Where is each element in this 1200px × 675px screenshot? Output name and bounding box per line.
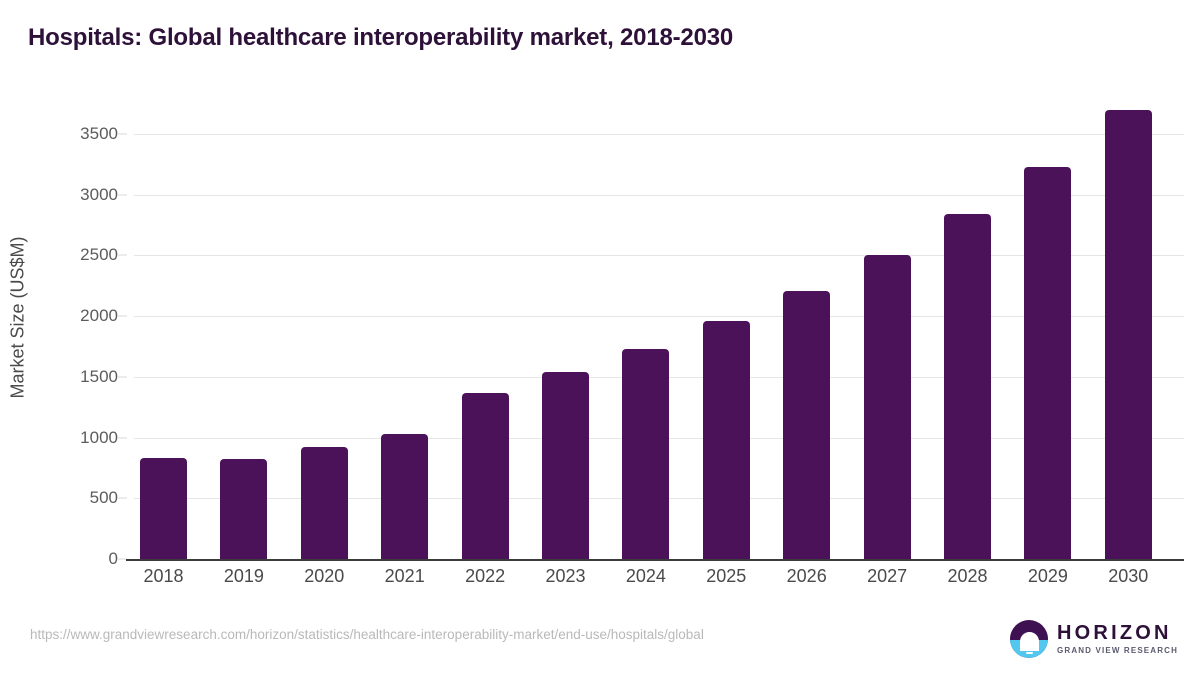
bar-2025[interactable]: [702, 321, 750, 559]
y-tick-label: 2500: [80, 245, 118, 265]
y-tick-label: 2000: [80, 306, 118, 326]
y-tick-mark: [118, 315, 127, 317]
bar-series: [134, 100, 1184, 559]
x-tick-label-2021: 2021: [384, 566, 425, 586]
gridline-2500: [134, 255, 1184, 257]
logo-name: HORIZON: [1057, 622, 1172, 644]
gridline-2000: [134, 316, 1184, 318]
x-tick-label-2030: 2030: [1108, 566, 1149, 586]
y-tick-mark: [118, 497, 127, 499]
bar-2018[interactable]: [140, 458, 187, 559]
gridline-3500: [134, 134, 1184, 135]
y-tick-label: 0: [108, 549, 118, 568]
logo-text: HORIZON GRAND VIEW RESEARCH: [1057, 623, 1178, 655]
y-tick-mark: [118, 558, 127, 560]
logo-ray-2: [1023, 648, 1036, 651]
gridline-3000: [134, 194, 1184, 196]
logo-subtitle: GRAND VIEW RESEARCH: [1057, 646, 1178, 655]
y-tick-label: 500: [89, 488, 118, 508]
x-tick-label-2020: 2020: [304, 566, 345, 586]
y-tick-mark: [118, 254, 127, 256]
x-tick-label-2026: 2026: [786, 566, 827, 586]
bar-2027[interactable]: [863, 255, 911, 559]
bar-2021[interactable]: [381, 433, 429, 559]
x-tick-label-2027: 2027: [867, 566, 908, 586]
y-tick-label: 1500: [80, 366, 118, 386]
y-tick-mark: [118, 376, 127, 378]
plot-area: [126, 100, 1184, 561]
chart-title: Hospitals: Global healthcare interoperab…: [28, 24, 734, 51]
bar-2020[interactable]: [300, 447, 348, 559]
y-tick-label: 1000: [80, 427, 118, 447]
y-tick-mark: [118, 133, 127, 135]
x-tick-label-2029: 2029: [1027, 566, 1068, 586]
bar-2030[interactable]: [1104, 109, 1152, 559]
bar-2023[interactable]: [542, 372, 589, 559]
y-tick-mark: [118, 437, 127, 439]
x-tick-label-2018: 2018: [143, 566, 184, 586]
bar-2022[interactable]: [461, 392, 509, 559]
x-tick-label-2019: 2019: [223, 566, 264, 586]
bar-2028[interactable]: [944, 214, 991, 559]
logo-sun-icon: [1019, 632, 1039, 652]
x-tick-label-2025: 2025: [706, 566, 747, 586]
y-tick-label: 3500: [80, 124, 118, 143]
x-tick-label-2028: 2028: [947, 566, 988, 586]
logo-ray-3: [1025, 652, 1033, 655]
x-axis-labels: 2018 2019 2020 2021 2022 2023 2024 2025 2026 2027…: [134, 566, 1184, 596]
bar-2019[interactable]: [220, 459, 268, 559]
bar-2026[interactable]: [783, 290, 831, 559]
y-tick-label: 3000: [80, 184, 118, 204]
bar-2029[interactable]: [1024, 166, 1072, 559]
y-axis-ticks: 0 500 1000 1500 2000 2500 3000 3500: [0, 100, 127, 568]
y-tick-mark: [118, 194, 127, 196]
bar-2024[interactable]: [622, 348, 670, 559]
gridline-0: [126, 559, 1184, 561]
horizon-logo-icon: [1010, 620, 1049, 658]
x-tick-label-2024: 2024: [625, 566, 666, 586]
x-tick-label-2022: 2022: [465, 566, 506, 586]
horizon-logo: HORIZON GRAND VIEW RESEARCH: [1010, 617, 1178, 661]
x-tick-label-2023: 2023: [545, 566, 586, 586]
logo-ray-1: [1020, 643, 1038, 646]
source-url[interactable]: https://www.grandviewresearch.com/horizo…: [30, 627, 704, 642]
